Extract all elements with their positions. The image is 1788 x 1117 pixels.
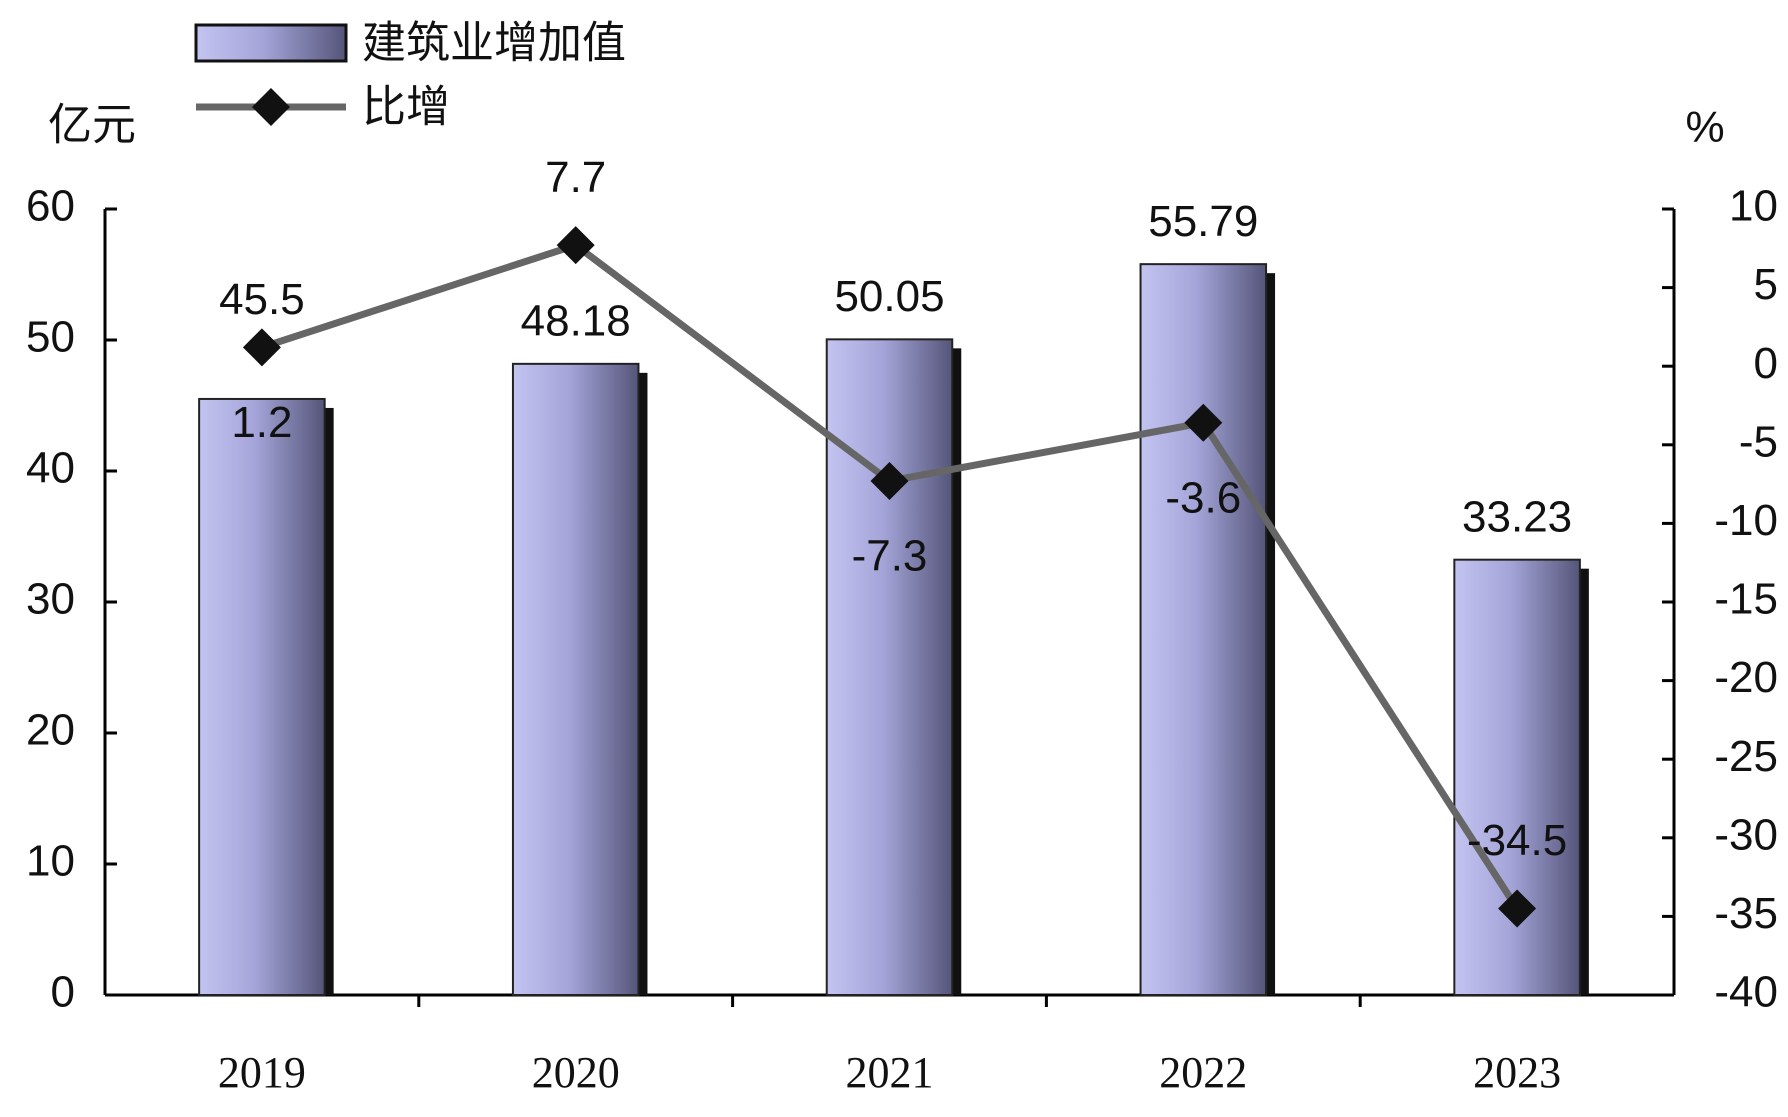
y2-tick-label: -10 (1714, 496, 1778, 545)
y-tick-label: 50 (26, 313, 75, 362)
line-marker (870, 461, 909, 500)
y2-axis-label: % (1685, 103, 1724, 152)
bar (825, 338, 954, 997)
x-tick-label: 2020 (532, 1048, 620, 1097)
line-marker (242, 328, 281, 367)
bar-value-label: 50.05 (834, 272, 944, 321)
line-value-label: -3.6 (1165, 473, 1241, 522)
bar (511, 362, 640, 997)
bar-value-label: 55.79 (1148, 197, 1258, 246)
y2-tick-label: 5 (1754, 260, 1778, 309)
y2-tick-label: -5 (1739, 417, 1778, 466)
y2-tick-label: -40 (1714, 968, 1778, 1017)
y-tick-label: 0 (51, 968, 75, 1017)
x-tick-label: 2023 (1473, 1048, 1561, 1097)
y2-tick-label: 0 (1754, 339, 1778, 388)
y2-tick-label: -35 (1714, 889, 1778, 938)
line-marker (556, 226, 595, 265)
line-value-label: -34.5 (1467, 816, 1567, 865)
bar-value-label: 48.18 (521, 296, 631, 345)
y-axis-label: 亿元 (48, 101, 136, 150)
y2-tick-label: -20 (1714, 653, 1778, 702)
legend-marker (252, 88, 290, 126)
y-tick-label: 10 (26, 837, 75, 886)
line-marker (1498, 889, 1537, 928)
y2-tick-label: -25 (1714, 732, 1778, 781)
x-tick-label: 2021 (846, 1048, 934, 1097)
line-value-label: -7.3 (852, 532, 928, 581)
line-value-label: 1.2 (231, 398, 292, 447)
legend-swatch (194, 23, 348, 63)
bar-value-label: 45.5 (219, 275, 305, 324)
y-tick-label: 40 (26, 444, 75, 493)
legend-label: 建筑业增加值 (362, 19, 626, 68)
bar (1453, 558, 1581, 996)
bar-value-label: 33.23 (1462, 492, 1572, 541)
y-tick-label: 30 (26, 575, 75, 624)
y-tick-label: 20 (26, 706, 75, 755)
legend-label: 比增 (362, 83, 450, 132)
x-tick-label: 2022 (1159, 1048, 1247, 1097)
y2-tick-label: -15 (1714, 575, 1778, 624)
line-value-label: 7.7 (545, 153, 606, 202)
bar (1139, 263, 1268, 996)
y2-tick-label: -30 (1714, 810, 1778, 859)
bar (198, 397, 326, 996)
y2-tick-label: 10 (1729, 182, 1778, 231)
line-marker (1184, 403, 1223, 442)
x-tick-label: 2019 (218, 1048, 306, 1097)
y-tick-label: 60 (26, 182, 75, 231)
